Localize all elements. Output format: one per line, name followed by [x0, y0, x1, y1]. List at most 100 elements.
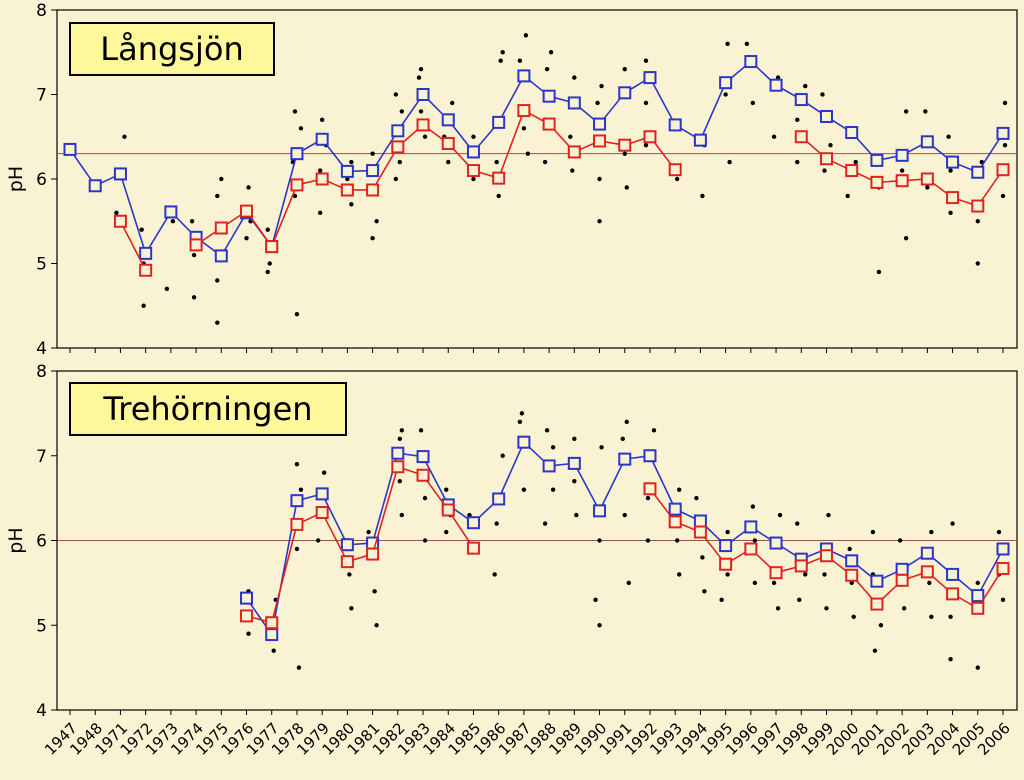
scatter-point — [321, 470, 327, 475]
scatter-point — [948, 614, 953, 619]
scatter-point — [523, 33, 529, 38]
series-marker-1 — [971, 165, 985, 179]
scatter-point — [624, 419, 629, 425]
y-tick-label: 8 — [36, 1, 47, 21]
scatter-point — [496, 193, 501, 199]
scatter-point — [702, 589, 707, 594]
scatter-point — [946, 134, 951, 139]
series-marker-1 — [391, 124, 405, 138]
series-marker-2 — [593, 134, 607, 148]
scatter-point — [828, 143, 833, 148]
scatter-point — [572, 478, 577, 484]
scatter-point — [397, 478, 403, 484]
scatter-point — [622, 66, 627, 72]
series-marker-2 — [794, 559, 808, 573]
scatter-point — [450, 100, 455, 106]
series-marker-1 — [946, 567, 960, 581]
scatter-point — [674, 176, 680, 182]
y-tick-label: 7 — [36, 447, 47, 467]
series-marker-2 — [189, 238, 203, 252]
y-axis-label: pH — [5, 527, 27, 553]
scatter-point — [397, 436, 403, 441]
series-marker-2 — [996, 561, 1010, 575]
scatter-point — [975, 261, 980, 266]
y-axis-label: pH — [5, 166, 27, 192]
series-marker-2 — [769, 566, 783, 580]
y-tick-label: 8 — [36, 362, 47, 382]
scatter-point — [122, 134, 127, 139]
scatter-point — [643, 58, 649, 63]
scatter-point — [795, 159, 800, 165]
scatter-point — [975, 580, 980, 586]
scatter-point — [366, 529, 371, 535]
scatter-point — [492, 572, 497, 577]
series-marker-1 — [870, 574, 884, 588]
scatter-point — [771, 134, 777, 139]
scatter-point — [899, 168, 905, 173]
series-marker-2 — [618, 138, 632, 152]
y-tick-label: 5 — [36, 616, 47, 636]
scatter-point — [315, 538, 321, 543]
series-marker-2 — [416, 468, 430, 482]
scatter-point — [246, 185, 251, 190]
scatter-point — [422, 538, 428, 543]
scatter-point — [725, 41, 730, 46]
scatter-point — [189, 219, 195, 224]
scatter-point — [597, 219, 602, 224]
series-marker-2 — [845, 164, 859, 178]
series-marker-1 — [88, 179, 102, 193]
scatter-point — [725, 529, 730, 535]
scatter-point — [744, 41, 750, 46]
series-marker-1 — [315, 487, 329, 501]
series-marker-1 — [971, 589, 985, 603]
series-marker-2 — [920, 565, 934, 579]
scatter-point — [719, 597, 724, 603]
series-marker-2 — [391, 140, 405, 154]
scatter-point — [550, 445, 556, 450]
scatter-point — [927, 580, 932, 586]
series-marker-1 — [794, 93, 808, 107]
scatter-point — [265, 269, 270, 275]
series-marker-1 — [492, 115, 506, 129]
scatter-point — [599, 445, 604, 450]
series-marker-2 — [441, 503, 455, 517]
series-marker-1 — [214, 249, 228, 263]
series-marker-2 — [819, 152, 833, 166]
series-marker-2 — [340, 183, 354, 197]
scatter-point — [544, 66, 550, 72]
series-marker-1 — [593, 117, 607, 131]
series-marker-1 — [113, 167, 127, 181]
scatter-point — [925, 185, 930, 190]
scatter-point — [444, 529, 449, 535]
series-marker-2 — [819, 549, 833, 563]
scatter-point — [246, 631, 251, 636]
scatter-point — [418, 66, 424, 72]
scatter-point — [517, 58, 523, 63]
scatter-point — [878, 623, 884, 628]
scatter-point — [901, 606, 907, 611]
scatter-point — [349, 606, 354, 611]
y-tick-label: 6 — [36, 532, 47, 552]
series-marker-2 — [870, 175, 884, 189]
scatter-point — [397, 159, 403, 165]
title-box — [69, 382, 347, 436]
series-marker-1 — [265, 628, 279, 642]
scatter-point — [170, 219, 176, 224]
scatter-point — [548, 50, 554, 55]
series-marker-2 — [719, 557, 733, 571]
series-marker-1 — [63, 142, 77, 156]
scatter-point — [374, 623, 379, 628]
series-marker-2 — [996, 163, 1010, 177]
series-marker-2 — [466, 541, 480, 555]
series-marker-1 — [517, 435, 531, 449]
scatter-point — [467, 512, 472, 518]
series-marker-2 — [466, 164, 480, 178]
scatter-point — [853, 159, 858, 165]
scatter-point — [777, 512, 783, 518]
scatter-point — [845, 193, 850, 199]
scatter-point — [645, 495, 651, 501]
scatter-point — [651, 428, 657, 433]
scatter-point — [265, 227, 270, 232]
scatter-point — [797, 597, 802, 603]
scatter-point — [725, 572, 730, 577]
